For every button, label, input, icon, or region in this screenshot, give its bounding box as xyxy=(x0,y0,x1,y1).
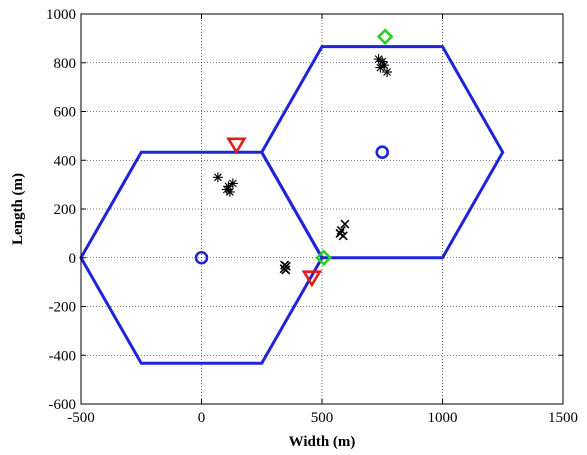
y-tick-label-8: 1000 xyxy=(46,7,76,23)
base-station-circle-2 xyxy=(375,145,390,160)
red-triangle-marker-1 xyxy=(226,137,247,155)
y-tick-label-1: -400 xyxy=(49,348,77,364)
x-marker-6 xyxy=(338,231,348,241)
y-tick-label-3: 0 xyxy=(69,251,77,267)
y-tick-label-0: -600 xyxy=(49,397,77,413)
x-axis-label: Width (m) xyxy=(289,434,356,450)
y-axis-label: Length (m) xyxy=(10,173,26,245)
green-diamond-marker-2 xyxy=(315,249,333,267)
asterisk-marker-1 xyxy=(212,172,223,183)
x-tick-label-0: -500 xyxy=(67,410,95,426)
asterisk-marker-3 xyxy=(227,178,238,189)
asterisk-marker-10 xyxy=(375,62,386,73)
base-station-circle-1 xyxy=(194,250,209,265)
asterisk-marker-5 xyxy=(221,184,232,195)
x-tick-label-2: 500 xyxy=(311,410,334,426)
green-diamond-marker-1 xyxy=(376,28,394,46)
asterisk-marker-8 xyxy=(382,67,393,78)
x-tick-label-4: 1500 xyxy=(548,410,578,426)
y-tick-label-4: 200 xyxy=(54,202,77,218)
x-tick-label-3: 1000 xyxy=(428,410,458,426)
x-marker-8 xyxy=(336,225,346,236)
x-tick-label-1: 0 xyxy=(198,410,206,426)
red-triangle-marker-2 xyxy=(301,270,323,288)
x-marker-7 xyxy=(340,219,350,229)
x-marker-4 xyxy=(281,261,291,271)
y-tick-label-2: -200 xyxy=(49,300,77,316)
hexagon-cell-2 xyxy=(260,45,505,260)
y-tick-label-6: 600 xyxy=(54,105,77,121)
y-tick-label-5: 400 xyxy=(54,153,77,169)
y-tick-label-7: 800 xyxy=(54,56,77,72)
